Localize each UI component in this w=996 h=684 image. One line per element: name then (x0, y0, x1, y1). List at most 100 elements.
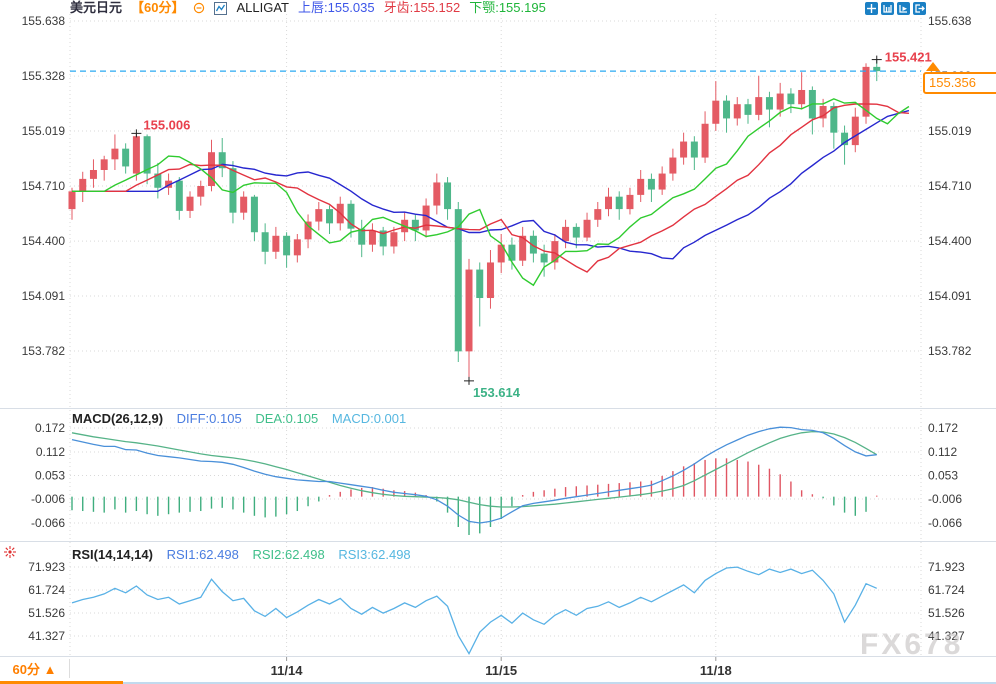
candle-body (508, 244, 516, 261)
candle-body (497, 244, 505, 263)
candle-body (647, 178, 655, 190)
macd-header: MACD(26,12,9) DIFF:0.105 DEA:0.105 MACD:… (72, 411, 416, 426)
candle-body (186, 196, 194, 211)
x-axis-scale-icon[interactable] (897, 2, 910, 15)
current-price-box: 155.356 (923, 72, 996, 94)
candle-body (261, 232, 269, 252)
candle-body (111, 148, 119, 160)
candle-body (572, 226, 580, 238)
alligator-lips-value: 上唇:155.035 (298, 0, 375, 15)
candle-body (444, 182, 452, 210)
candle-body (122, 148, 130, 167)
collapse-icon[interactable] (193, 2, 205, 14)
axis-tick-label: 153.782 (22, 344, 66, 358)
candle-body (669, 157, 677, 174)
candle-body (841, 132, 849, 146)
axis-tick-label: 0.112 (928, 445, 957, 459)
chart-header: 美元日元 【60分】 ALLIGAT 上唇:155.035 牙齿:155.152… (70, 1, 546, 15)
candle-body (132, 136, 140, 174)
indicator-icon[interactable] (214, 1, 228, 15)
exit-icon[interactable] (913, 2, 926, 15)
candle-body (175, 180, 183, 211)
axis-tick-label: 154.400 (928, 234, 972, 248)
axis-tick-label: 155.019 (928, 124, 972, 138)
candle-body (551, 241, 559, 263)
candle-body (690, 141, 698, 158)
macd-dea-value: DEA:0.105 (255, 411, 319, 426)
price-annotation: 155.421 (885, 50, 932, 65)
date-label: 11/14 (270, 663, 303, 678)
alligator-jaw-value: 下颚:155.195 (469, 0, 546, 15)
candle-body (605, 196, 612, 210)
candle-body (165, 180, 173, 188)
candle-body (229, 168, 237, 213)
rsi1-value: RSI1:62.498 (166, 547, 239, 562)
price-annotation: 153.614 (473, 385, 521, 400)
macd-macd-value: MACD:0.001 (331, 411, 407, 426)
candle-body (304, 221, 312, 240)
candle-body (143, 136, 151, 174)
indicator-settings-icon[interactable] (3, 545, 17, 564)
axis-tick-label: 0.172 (928, 421, 958, 435)
symbol-title: 美元日元 (70, 0, 123, 15)
price-annotation: 155.006 (143, 117, 190, 132)
axis-tick-label: 0.053 (35, 469, 65, 483)
chart-toolbar (865, 2, 926, 15)
candle-body (540, 253, 548, 263)
axis-tick-label: 41.327 (28, 629, 65, 643)
candle-body (862, 66, 870, 117)
axis-tick-label: 71.923 (28, 560, 65, 574)
candle-body (701, 123, 709, 158)
candle-body (100, 159, 108, 170)
axis-tick-label: 61.724 (928, 583, 965, 597)
candle-body (240, 196, 248, 213)
chevron-up-icon: ▲ (43, 662, 57, 677)
rsi2-value: RSI2:62.498 (252, 547, 325, 562)
candle-body (79, 178, 87, 192)
axis-tick-label: -0.006 (928, 492, 962, 506)
axis-tick-label: 0.172 (35, 421, 65, 435)
axis-tick-label: 154.091 (22, 289, 66, 303)
candle-body (776, 93, 784, 110)
candle-body (519, 235, 527, 261)
axis-tick-label: -0.066 (31, 516, 65, 530)
pan-icon[interactable] (865, 2, 878, 15)
y-axis-scale-icon[interactable] (881, 2, 894, 15)
candle-body (476, 269, 484, 299)
rsi-line (71, 566, 878, 656)
candle-body (658, 173, 666, 190)
macd-diff-line (71, 426, 877, 524)
axis-tick-label: 154.710 (928, 179, 972, 193)
indicator-name: ALLIGAT (236, 0, 289, 15)
axis-tick-label: -0.006 (31, 492, 65, 506)
timeframe-tab[interactable]: 60分 ▲ (0, 659, 70, 678)
timeframe-label: 【60分】 (131, 0, 185, 15)
alligator-teeth-line (72, 103, 909, 273)
candle-body (798, 89, 806, 105)
timeframe-active-underline (0, 681, 123, 684)
axis-tick-label: -0.066 (928, 516, 962, 530)
candle-body (272, 235, 280, 252)
date-label: 11/18 (699, 663, 732, 678)
candle-body (723, 100, 731, 119)
candle-body (283, 235, 291, 256)
candle-body (197, 186, 205, 197)
alligator-lips-line (72, 98, 910, 287)
candle-body (379, 230, 387, 247)
candle-body (465, 269, 473, 352)
candle-body (637, 178, 645, 195)
axis-tick-label: 155.638 (928, 14, 972, 28)
candle-body (851, 116, 859, 146)
candle-body (347, 203, 355, 229)
axis-tick-label: 155.328 (22, 69, 66, 83)
macd-dea-line (71, 430, 878, 508)
candle-body (819, 105, 827, 119)
axis-tick-label: 61.724 (28, 583, 65, 597)
candle-body (89, 169, 97, 179)
axis-tick-label: 154.091 (928, 289, 972, 303)
candle-body (486, 262, 494, 299)
date-label: 11/15 (485, 663, 518, 678)
rsi-header: RSI(14,14,14) RSI1:62.498 RSI2:62.498 RS… (72, 547, 421, 562)
